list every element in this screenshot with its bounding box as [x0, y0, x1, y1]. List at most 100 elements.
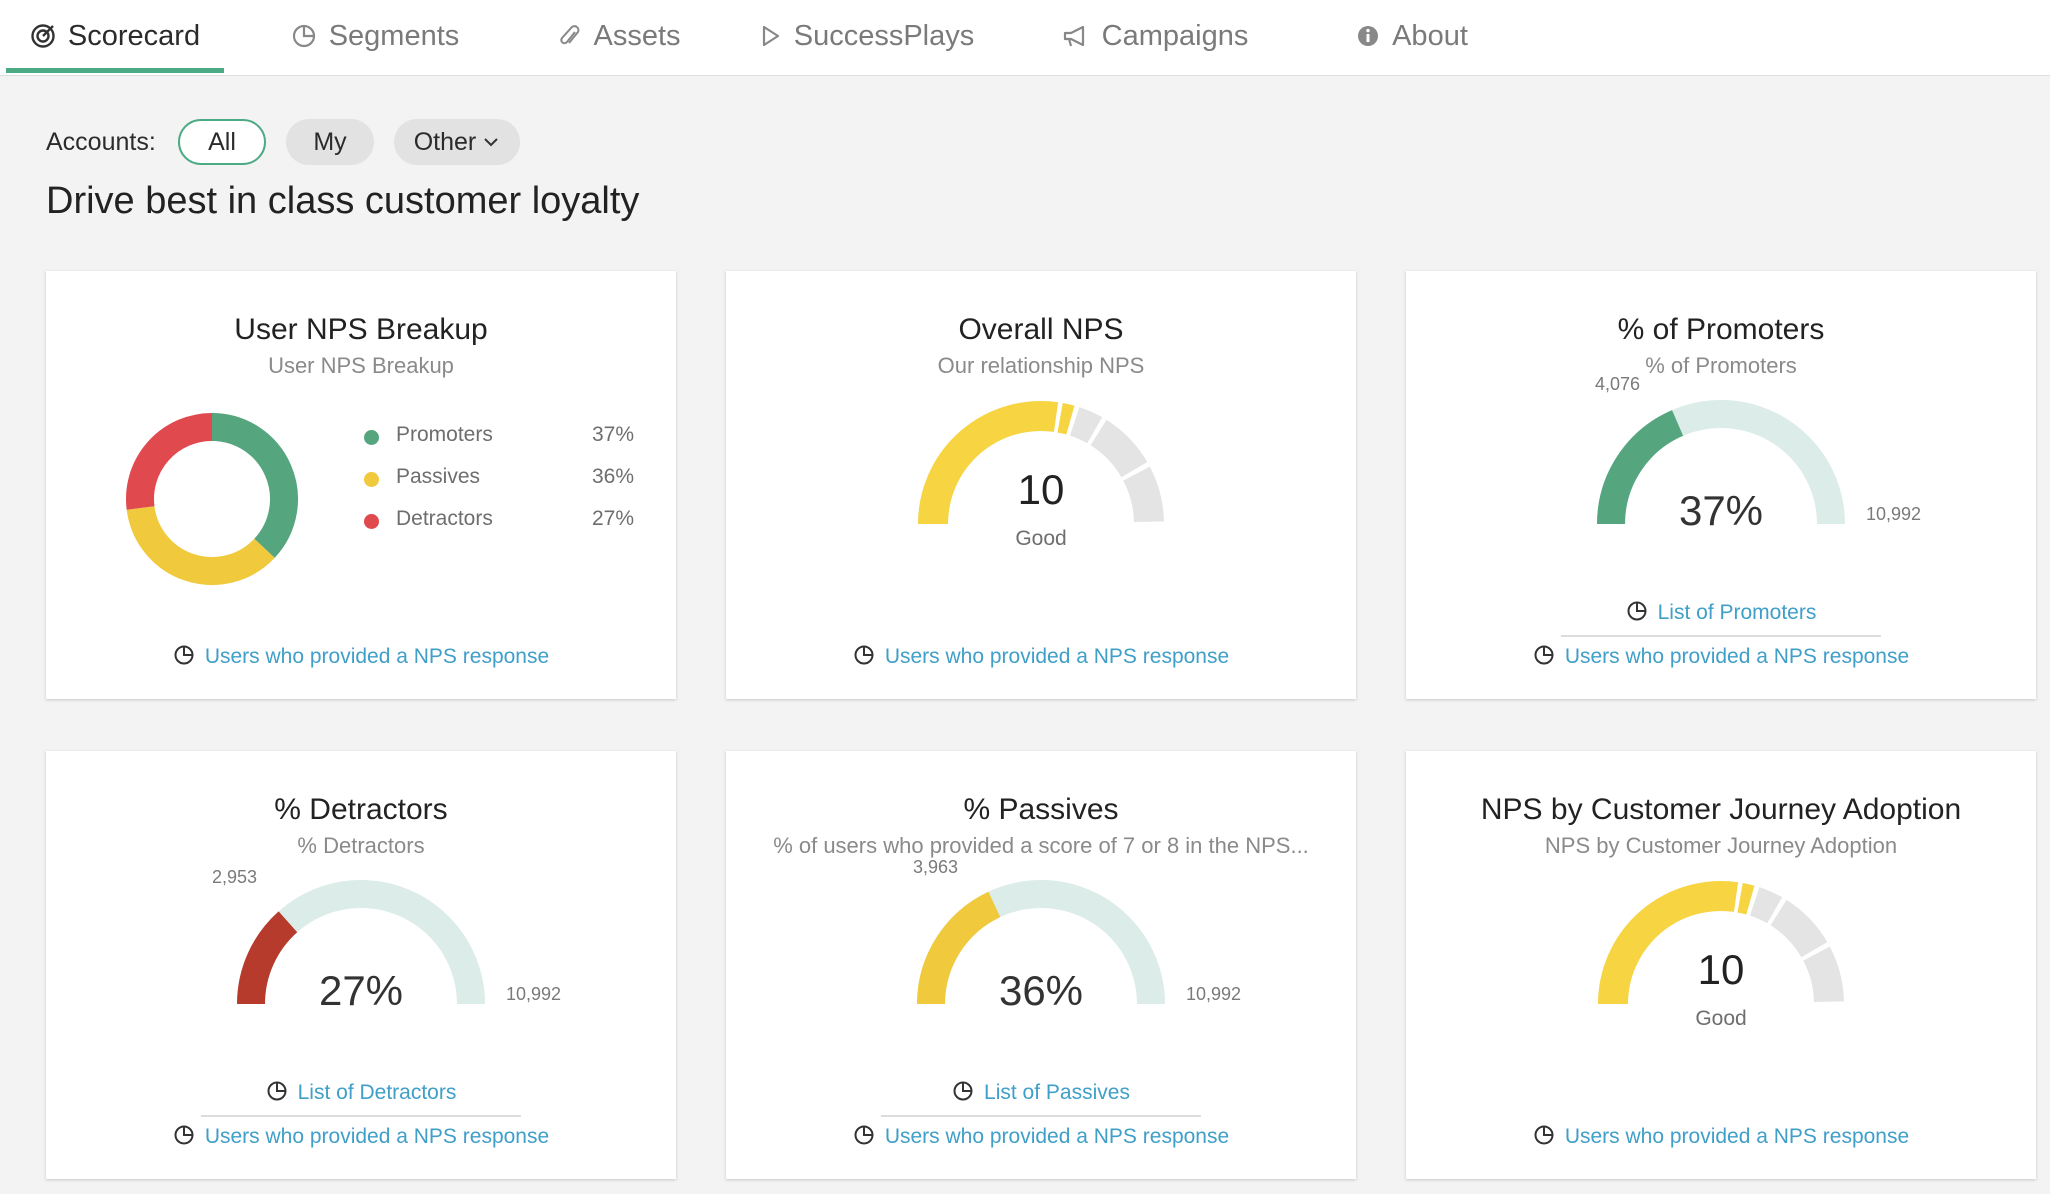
pie-icon [854, 645, 874, 665]
list-of-detractors-link[interactable]: List of Detractors [46, 1080, 676, 1105]
link-label: Users who provided a NPS response [884, 1125, 1230, 1148]
tab-successplays[interactable]: SuccessPlays [752, 0, 982, 72]
promoters-dot [364, 430, 379, 445]
legend-value: 36% [591, 465, 634, 488]
gauge-zone-1 [1057, 402, 1075, 435]
nps-breakup-donut-chart [126, 413, 298, 585]
promoters-card: % of Promoters % of Promoters 4,076 10,9… [1406, 271, 2036, 699]
paperclip-icon [560, 25, 580, 45]
tab-campaigns[interactable]: Campaigns [1055, 0, 1255, 72]
card-subtitle: Our relationship NPS [937, 353, 1145, 378]
donut-slice-passives [126, 505, 275, 585]
gauge-zone-2 [1069, 407, 1103, 444]
card-title: % Detractors [274, 793, 448, 826]
journey-nps-card: NPS by Customer Journey Adoption NPS by … [1406, 751, 2036, 1179]
tab-label: Segments [328, 19, 460, 52]
pie-icon [267, 1081, 287, 1101]
link-label: Users who provided a NPS response [1564, 645, 1910, 668]
detractors-gauge [237, 880, 485, 1005]
pie-icon [854, 1125, 874, 1145]
promoters-percent: 37% [1678, 487, 1764, 534]
passives-percent: 36% [998, 967, 1084, 1014]
legend-value: 27% [591, 507, 634, 530]
pie-icon [1534, 1125, 1554, 1145]
pie-icon [292, 24, 315, 48]
tab-segments[interactable]: Segments [270, 0, 480, 72]
passives-gauge [917, 880, 1165, 1005]
card-title: % of Promoters [1617, 313, 1825, 346]
card-subtitle: % of Promoters [1645, 353, 1797, 378]
tab-label: About [1392, 19, 1468, 52]
nps-rating: Good [1015, 527, 1067, 550]
detractors-card: % Detractors % Detractors 2,953 10,992 2… [46, 751, 676, 1179]
accounts-other-dropdown[interactable]: Other [394, 119, 520, 165]
passives-card: % Passives % of users who provided a sco… [726, 751, 1356, 1179]
gauge-value-arc [1597, 410, 1684, 525]
target-icon [31, 24, 55, 48]
gauge-value-arc [1598, 881, 1739, 1005]
gauge-zone-3 [1090, 419, 1148, 478]
tab-about[interactable]: About [1332, 0, 1492, 72]
pie-icon [174, 645, 194, 665]
nps-value: 10 [1017, 466, 1065, 513]
tab-assets[interactable]: Assets [540, 0, 700, 72]
nps-response-link[interactable]: Users who provided a NPS response [46, 1124, 676, 1149]
divider [881, 1115, 1201, 1117]
accounts-my-button[interactable]: My [286, 119, 374, 165]
donut-slice-promoters [211, 413, 298, 558]
pie-icon [1534, 645, 1554, 665]
card-subtitle: % Detractors [297, 833, 425, 858]
legend-item-detractors: Detractors 27% [364, 505, 634, 535]
pie-icon [953, 1081, 973, 1101]
gauge-zone-4 [1123, 466, 1164, 523]
page-title: Drive best in class customer loyalty [46, 180, 640, 222]
card-title: % Passives [963, 793, 1119, 826]
detractors-total: 10,992 [506, 984, 562, 1004]
passives-dot [364, 472, 379, 487]
tab-label: Campaigns [1101, 19, 1249, 52]
promoters-gauge [1597, 400, 1845, 525]
card-subtitle: User NPS Breakup [268, 353, 454, 378]
journey-nps-gauge [1598, 881, 1844, 1005]
tab-label: SuccessPlays [793, 19, 975, 52]
passives-count: 3,963 [913, 857, 959, 877]
overall-nps-card: Overall NPS Our relationship NPS 10 Good… [726, 271, 1356, 699]
gauge-value-arc [917, 891, 1001, 1005]
nps-response-link[interactable]: Users who provided a NPS response [1406, 644, 2036, 669]
legend-label: Promoters [396, 423, 493, 446]
nps-rating: Good [1695, 1007, 1747, 1030]
gauge-zone-3 [1770, 899, 1828, 958]
tab-scorecard[interactable]: Scorecard [6, 0, 224, 73]
nps-response-link[interactable]: Users who provided a NPS response [1406, 1124, 2036, 1149]
divider [201, 1115, 521, 1117]
detractors-percent: 27% [318, 967, 404, 1014]
list-of-promoters-link[interactable]: List of Promoters [1406, 600, 2036, 625]
legend-item-passives: Passives 36% [364, 463, 634, 493]
legend-item-promoters: Promoters 37% [364, 421, 634, 451]
nps-response-link[interactable]: Users who provided a NPS response [726, 1124, 1356, 1149]
link-label: List of Promoters [1657, 601, 1817, 624]
list-of-passives-link[interactable]: List of Passives [726, 1080, 1356, 1105]
tab-label: Scorecard [67, 19, 201, 52]
gauge-zone-2 [1749, 887, 1783, 924]
link-label: Users who provided a NPS response [204, 645, 550, 668]
accounts-other-label: Other [413, 127, 477, 156]
card-subtitle: NPS by Customer Journey Adoption [1544, 833, 1898, 858]
nps-response-link[interactable]: Users who provided a NPS response [726, 644, 1356, 669]
nps-value: 10 [1697, 946, 1745, 993]
play-icon [762, 25, 779, 47]
link-label: List of Detractors [297, 1081, 457, 1104]
megaphone-icon [1063, 25, 1084, 47]
nps-breakup-card: User NPS Breakup User NPS Breakup Promot… [46, 271, 676, 699]
divider [1561, 635, 1881, 637]
gauge-value-arc [918, 401, 1059, 525]
detractors-dot [364, 514, 379, 529]
nps-response-link[interactable]: Users who provided a NPS response [46, 644, 676, 669]
legend-value: 37% [591, 423, 634, 446]
legend-label: Detractors [396, 507, 493, 530]
tab-label: Assets [593, 19, 681, 52]
detractors-count: 2,953 [212, 867, 258, 887]
accounts-all-button[interactable]: All [178, 119, 266, 165]
overall-nps-gauge [918, 401, 1164, 525]
gauge-zone-4 [1803, 946, 1844, 1003]
